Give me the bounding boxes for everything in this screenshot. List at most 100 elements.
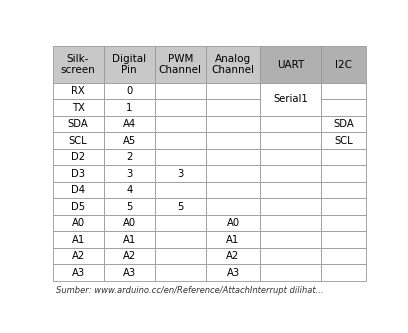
Bar xyxy=(53,182,104,198)
Text: A1: A1 xyxy=(226,235,239,245)
Bar xyxy=(104,182,155,198)
Bar xyxy=(206,99,260,116)
Bar xyxy=(260,264,321,281)
Bar xyxy=(53,166,104,182)
Bar xyxy=(53,248,104,264)
Bar xyxy=(155,182,206,198)
Text: A2: A2 xyxy=(226,251,239,261)
Bar xyxy=(321,198,366,215)
Bar xyxy=(53,149,104,166)
Text: A2: A2 xyxy=(71,251,85,261)
Bar xyxy=(206,182,260,198)
Text: A5: A5 xyxy=(122,136,136,146)
Text: I2C: I2C xyxy=(335,60,352,70)
Bar xyxy=(260,166,321,182)
Bar xyxy=(260,116,321,132)
Bar xyxy=(321,166,366,182)
Text: 2: 2 xyxy=(126,152,132,162)
Bar xyxy=(260,198,321,215)
Text: A0: A0 xyxy=(71,218,85,228)
Text: RX: RX xyxy=(71,86,85,96)
Bar xyxy=(104,116,155,132)
Bar xyxy=(206,46,260,83)
Text: 1: 1 xyxy=(126,103,132,113)
Bar xyxy=(155,83,206,99)
Bar xyxy=(260,149,321,166)
Text: TX: TX xyxy=(72,103,84,113)
Text: A3: A3 xyxy=(226,268,239,278)
Text: SDA: SDA xyxy=(333,119,354,129)
Bar xyxy=(321,248,366,264)
Text: A3: A3 xyxy=(123,268,136,278)
Bar xyxy=(104,215,155,231)
Text: D2: D2 xyxy=(71,152,85,162)
Text: 3: 3 xyxy=(177,168,183,178)
Bar xyxy=(321,83,366,99)
Bar xyxy=(321,99,366,116)
Bar xyxy=(155,46,206,83)
Bar xyxy=(260,83,321,116)
Text: SDA: SDA xyxy=(68,119,89,129)
Text: SCL: SCL xyxy=(334,136,353,146)
Bar xyxy=(104,198,155,215)
Bar xyxy=(321,264,366,281)
Bar xyxy=(53,116,104,132)
Bar xyxy=(206,149,260,166)
Bar xyxy=(260,248,321,264)
Text: A2: A2 xyxy=(122,251,136,261)
Bar xyxy=(53,231,104,248)
Bar xyxy=(260,215,321,231)
Bar xyxy=(321,149,366,166)
Text: UART: UART xyxy=(277,60,304,70)
Text: A4: A4 xyxy=(123,119,136,129)
Text: D3: D3 xyxy=(71,168,85,178)
Text: A0: A0 xyxy=(226,218,239,228)
Bar xyxy=(260,46,321,83)
Bar xyxy=(206,231,260,248)
Text: Digital
Pin: Digital Pin xyxy=(112,54,146,75)
Bar xyxy=(321,116,366,132)
Bar xyxy=(155,116,206,132)
Bar xyxy=(155,264,206,281)
Text: A0: A0 xyxy=(123,218,136,228)
Text: SCL: SCL xyxy=(69,136,87,146)
Bar xyxy=(206,132,260,149)
Bar xyxy=(53,198,104,215)
Bar xyxy=(155,132,206,149)
Bar xyxy=(155,198,206,215)
Bar xyxy=(206,166,260,182)
Bar xyxy=(53,83,104,99)
Bar xyxy=(155,231,206,248)
Bar xyxy=(260,132,321,149)
Bar xyxy=(155,248,206,264)
Bar xyxy=(260,231,321,248)
Text: Analog
Channel: Analog Channel xyxy=(211,54,255,75)
Bar xyxy=(155,149,206,166)
Bar xyxy=(104,264,155,281)
Bar xyxy=(53,215,104,231)
Bar xyxy=(321,46,366,83)
Bar xyxy=(104,83,155,99)
Bar xyxy=(104,46,155,83)
Bar xyxy=(206,198,260,215)
Bar xyxy=(104,132,155,149)
Text: A1: A1 xyxy=(71,235,85,245)
Bar xyxy=(321,215,366,231)
Bar xyxy=(104,149,155,166)
Text: 0: 0 xyxy=(126,86,132,96)
Text: A1: A1 xyxy=(122,235,136,245)
Bar xyxy=(53,132,104,149)
Bar xyxy=(321,231,366,248)
Bar xyxy=(260,182,321,198)
Bar xyxy=(53,46,104,83)
Bar xyxy=(321,132,366,149)
Bar xyxy=(53,99,104,116)
Bar xyxy=(206,264,260,281)
Text: D4: D4 xyxy=(71,185,85,195)
Bar xyxy=(206,215,260,231)
Bar xyxy=(206,248,260,264)
Text: 5: 5 xyxy=(177,202,184,212)
Bar xyxy=(206,116,260,132)
Bar xyxy=(155,99,206,116)
Bar xyxy=(104,99,155,116)
